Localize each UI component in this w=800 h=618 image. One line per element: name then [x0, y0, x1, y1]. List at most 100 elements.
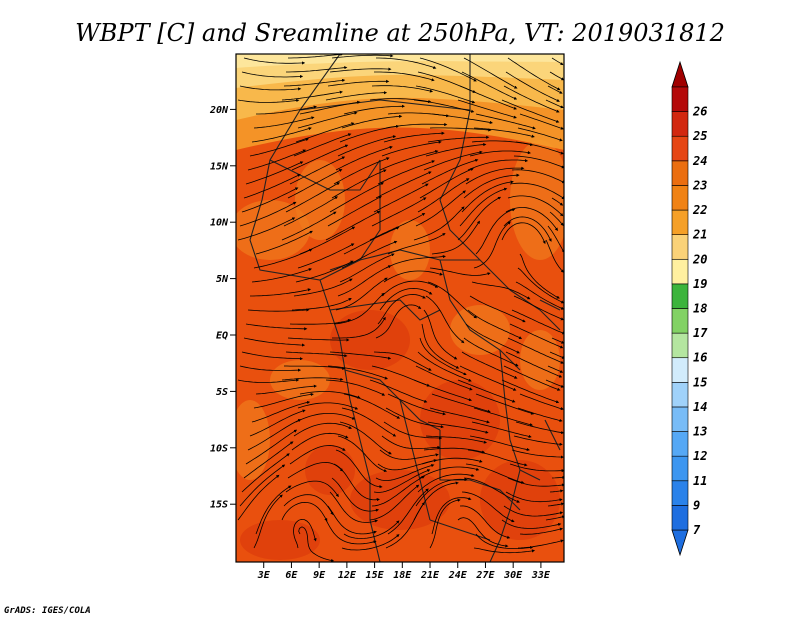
- streamline: [417, 178, 470, 213]
- streamline: [375, 304, 422, 339]
- streamline: [325, 210, 381, 241]
- colorbar-label: 9: [693, 498, 700, 512]
- streamline: [465, 323, 520, 354]
- country-border: [299, 99, 471, 111]
- streamline: [547, 225, 564, 253]
- streamline: [281, 501, 328, 522]
- streamline: [467, 309, 523, 339]
- colorbar-label: 19: [693, 277, 707, 291]
- streamline: [293, 518, 317, 549]
- streamline: [475, 533, 534, 550]
- streamline: [297, 402, 359, 410]
- country-border: [429, 519, 491, 541]
- streamline: [297, 111, 358, 129]
- streamline: [327, 79, 390, 87]
- streamline: [373, 469, 431, 493]
- streamline: [511, 169, 564, 184]
- streamline: [247, 149, 307, 171]
- streamline: [503, 505, 564, 517]
- streamline: [373, 351, 432, 371]
- streamline: [507, 477, 564, 487]
- streamline: [465, 166, 525, 185]
- colorbar-swatch: [671, 480, 689, 506]
- streamline: [381, 435, 441, 450]
- streamline: [427, 135, 490, 143]
- streamline: [255, 384, 317, 395]
- streamline: [383, 131, 445, 143]
- country-border: [439, 430, 521, 511]
- streamline: [511, 449, 564, 459]
- streamline: [293, 278, 353, 297]
- country-border: [499, 349, 541, 481]
- map-title: WBPT [C] and Sreamline at 250hPa, VT: 20…: [75, 19, 725, 47]
- lon-label: 27E: [475, 570, 495, 581]
- streamline: [429, 267, 491, 276]
- lon-label: 30E: [503, 570, 523, 581]
- streamline: [515, 421, 564, 435]
- streamline: [283, 196, 338, 227]
- streamline: [551, 475, 564, 480]
- streamline: [325, 519, 377, 545]
- streamline: [519, 253, 560, 299]
- streamline: [387, 393, 446, 416]
- streamline: [237, 378, 300, 383]
- colorbar-label: 20: [692, 252, 707, 266]
- colorbar-label: 21: [692, 228, 707, 242]
- streamline: [251, 268, 313, 283]
- streamline: [255, 485, 292, 535]
- streamline: [369, 98, 432, 104]
- streamline: [473, 547, 536, 554]
- streamline: [505, 71, 560, 102]
- colorbar: 7 9 11 12 13 14 15 16 17 18 19 20 21 22 23 24 25 26: [671, 60, 708, 557]
- streamlines: [237, 54, 564, 562]
- colorbar-arrow-bottom: [671, 529, 689, 557]
- streamline: [295, 260, 354, 283]
- streamline: [329, 182, 385, 213]
- streamline: [293, 422, 352, 437]
- streamline: [545, 515, 564, 521]
- streamline: [291, 144, 349, 171]
- colorbar-swatch: [671, 258, 689, 285]
- streamline: [475, 113, 536, 130]
- streamline: [285, 480, 339, 498]
- colorbar-swatch: [671, 332, 689, 359]
- streamline: [241, 351, 304, 361]
- streamline: [295, 413, 356, 423]
- lat-label: 10S: [210, 443, 228, 454]
- streamline: [335, 449, 383, 489]
- streamline: [241, 187, 299, 213]
- streamline: [457, 99, 517, 119]
- country-border: [329, 299, 441, 321]
- streamline: [285, 182, 341, 213]
- streamline: [371, 197, 427, 227]
- streamline: [343, 520, 400, 539]
- field-patch: [236, 400, 270, 480]
- streamline: [415, 477, 468, 507]
- streamline: [505, 207, 559, 231]
- streamline: [379, 287, 433, 311]
- streamline: [373, 183, 429, 213]
- streamline: [475, 208, 516, 255]
- streamline: [501, 519, 562, 529]
- streamline: [459, 187, 508, 227]
- streamline: [327, 505, 377, 535]
- streamline: [281, 377, 344, 381]
- streamline: [331, 477, 380, 512]
- colorbar-label: 14: [693, 400, 707, 414]
- field-band: [236, 54, 564, 68]
- streamline: [383, 270, 443, 283]
- streamline: [461, 351, 518, 379]
- lon-label: 24E: [448, 570, 468, 581]
- streamline: [427, 421, 489, 434]
- streamline: [419, 466, 480, 479]
- lon-label: 18E: [393, 570, 412, 581]
- streamline: [519, 527, 564, 535]
- streamline: [545, 99, 564, 109]
- streamline: [425, 143, 487, 157]
- streamline: [377, 294, 426, 325]
- streamline: [287, 337, 350, 342]
- streamline: [243, 57, 306, 65]
- streamline: [253, 248, 313, 269]
- streamline: [429, 407, 490, 424]
- streamline: [473, 407, 534, 427]
